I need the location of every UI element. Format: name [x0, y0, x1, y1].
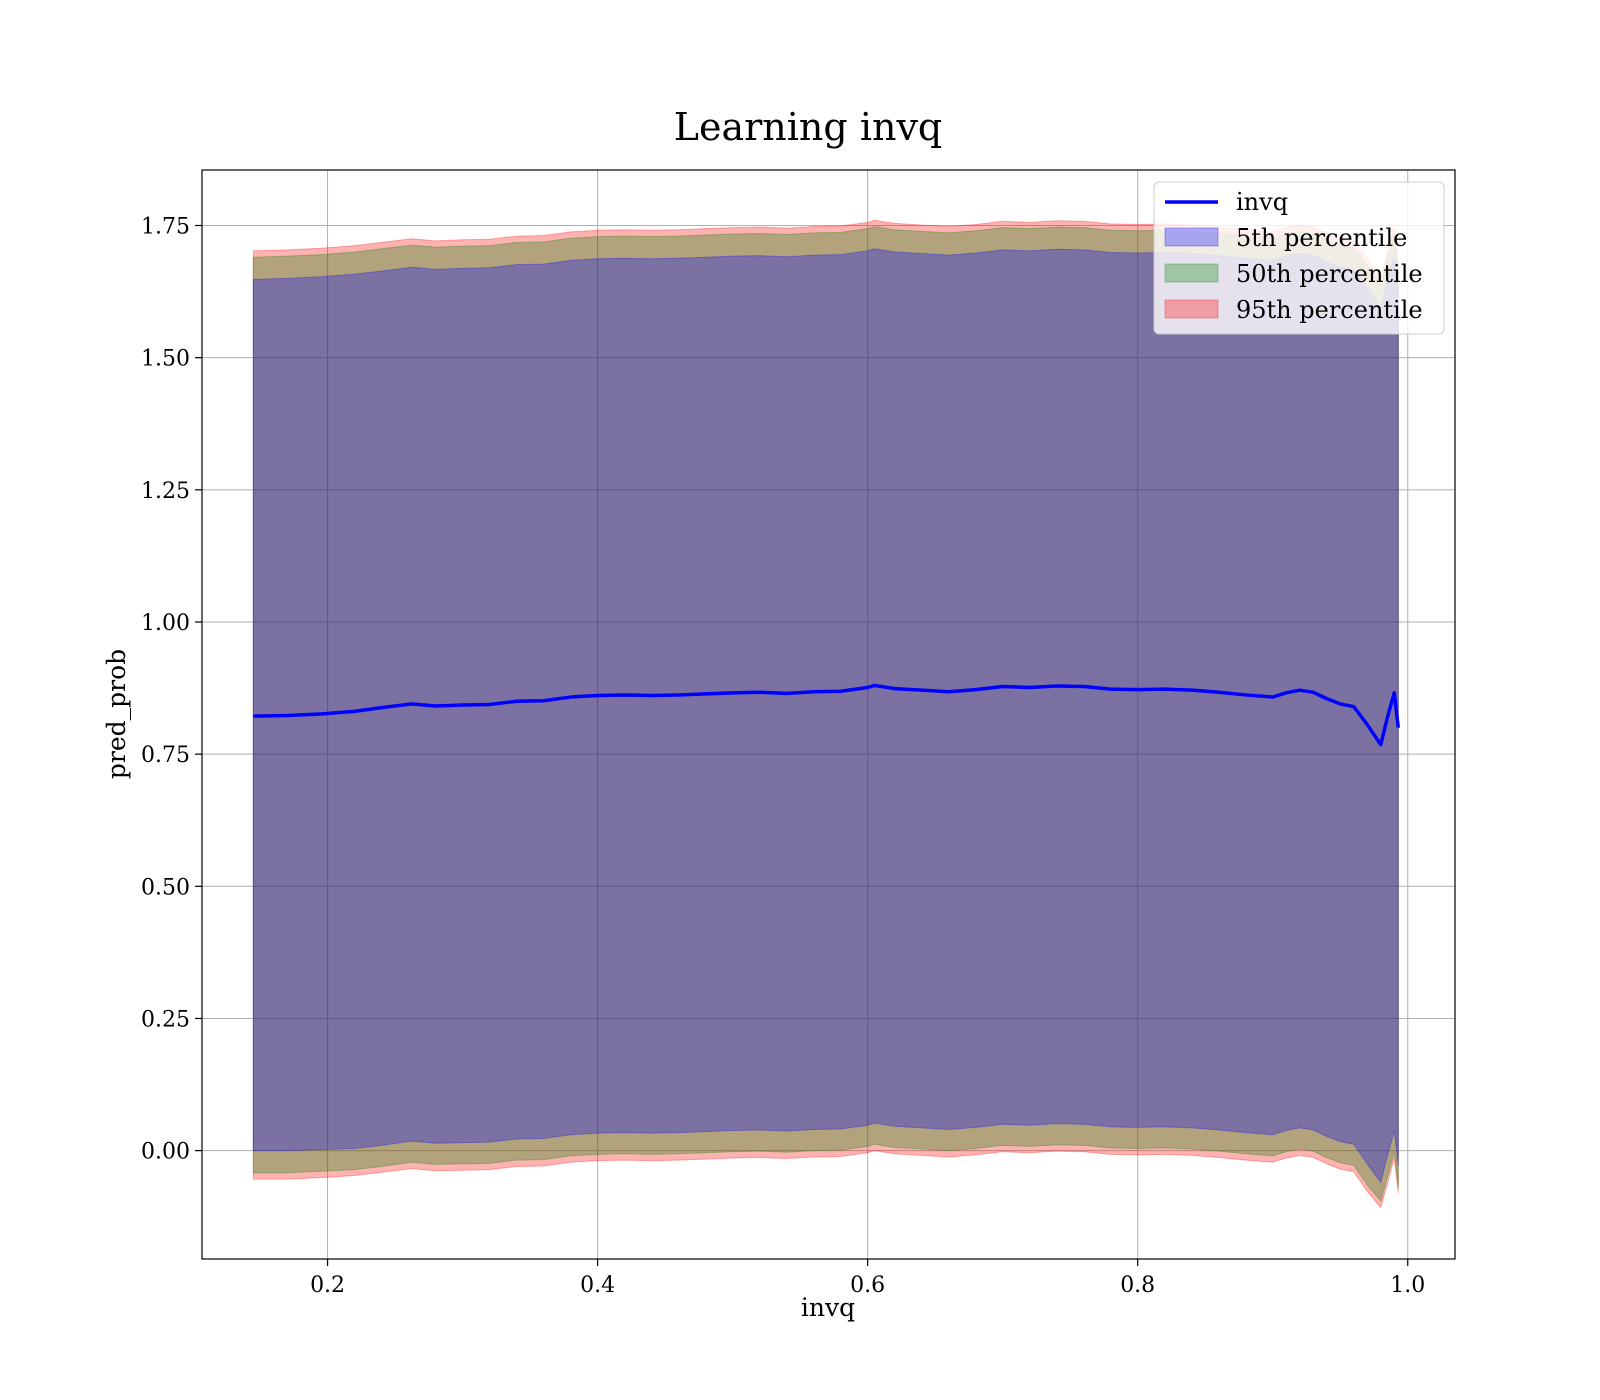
- band-50th-percentile: [252, 226, 1399, 1202]
- legend-swatch-95th: [1164, 299, 1219, 319]
- x-axis-label: invq: [801, 1293, 855, 1322]
- legend-label-5th: 5th percentile: [1236, 224, 1407, 252]
- y-tick-label: 1.25: [141, 479, 190, 504]
- legend-label-95th: 95th percentile: [1236, 296, 1423, 324]
- x-axis-ticks: 0.2 0.4 0.6 0.8 1.0: [310, 1259, 1425, 1298]
- plot-frame: [201, 169, 1456, 1260]
- grid: [202, 170, 1455, 1259]
- y-tick-label: 0.75: [141, 743, 190, 768]
- legend-label-invq: invq: [1236, 188, 1288, 216]
- y-tick-label: 0.50: [141, 875, 190, 900]
- legend-box: [1153, 181, 1445, 335]
- series-lines: [253, 683, 1401, 747]
- percentile-bands: [252, 219, 1399, 1209]
- y-axis-label: pred_prob: [102, 649, 131, 779]
- y-tick-label: 1.50: [141, 347, 190, 372]
- y-tick-label: 0.25: [141, 1007, 190, 1032]
- series-line-invq: [253, 683, 1401, 747]
- y-tick-label: 1.75: [141, 215, 190, 240]
- y-axis-ticks: 0.00 0.25 0.50 0.75 1.00 1.25 1.50 1.75: [141, 215, 202, 1165]
- chart-title: Learning invq: [674, 105, 942, 149]
- x-tick-label: 0.2: [310, 1273, 345, 1298]
- legend-label-50th: 50th percentile: [1236, 260, 1423, 288]
- x-tick-label: 0.6: [850, 1273, 885, 1298]
- legend-swatch-5th: [1164, 227, 1219, 247]
- band-5th-percentile: [252, 248, 1399, 1184]
- legend-swatch-50th: [1164, 263, 1219, 283]
- x-tick-label: 1.0: [1390, 1273, 1425, 1298]
- y-tick-label: 1.00: [141, 611, 190, 636]
- legend: invq 5th percentile 50th percentile 95th…: [1153, 181, 1445, 335]
- band-95th-percentile: [252, 219, 1399, 1209]
- x-tick-label: 0.8: [1120, 1273, 1155, 1298]
- x-tick-label: 0.4: [580, 1273, 615, 1298]
- y-tick-label: 0.00: [141, 1140, 190, 1165]
